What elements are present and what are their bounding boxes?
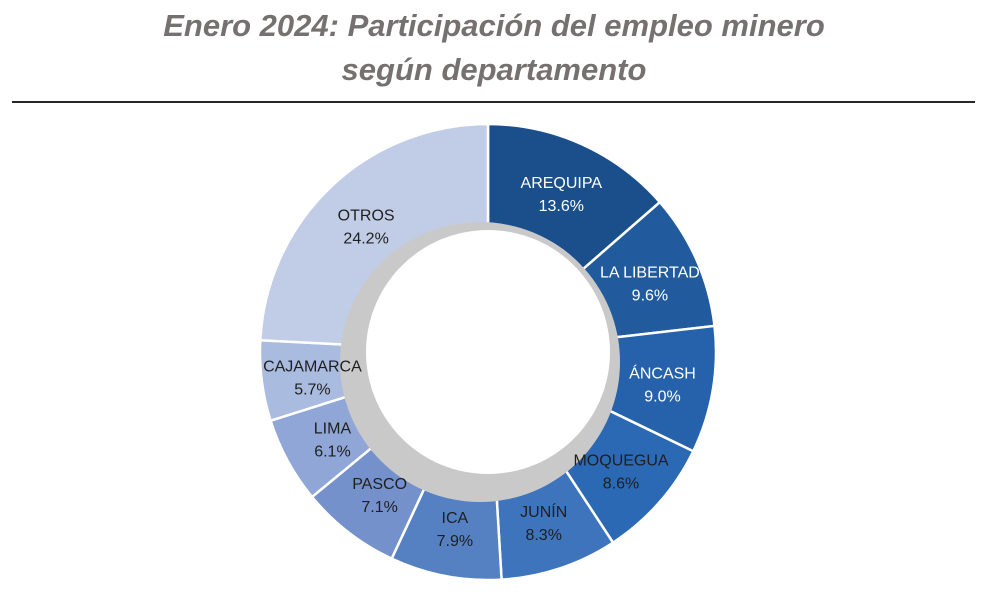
slice-label-cajamarca: CAJAMARCA xyxy=(263,358,362,375)
slice-label-ica: ICA xyxy=(442,510,469,527)
donut-labels: AREQUIPA 13.6% LA LIBERTAD 9.6% ÁNCASH 9.0% MO… xyxy=(263,175,700,550)
slice-value-cajamarca: 5.7% xyxy=(294,381,330,398)
chart-title-line-2: según departamento xyxy=(341,52,647,87)
slice-value-la-libertad: 9.6% xyxy=(632,287,668,304)
slice-value-ica: 7.9% xyxy=(437,533,473,550)
slice-value-otros: 24.2% xyxy=(343,231,388,248)
chart-title-line-1: Enero 2024: Participación del empleo min… xyxy=(163,8,825,43)
slice-value-junin: 8.3% xyxy=(525,527,561,544)
slice-label-arequipa: AREQUIPA xyxy=(521,175,603,192)
slice-label-ancash: ÁNCASH xyxy=(629,364,696,383)
slice-value-arequipa: 13.6% xyxy=(539,198,584,215)
donut-hole xyxy=(366,230,610,474)
slice-label-pasco: PASCO xyxy=(352,476,407,493)
slice-label-moquegua: MOQUEGUA xyxy=(573,453,668,470)
slice-value-moquegua: 8.6% xyxy=(603,476,639,493)
slice-label-junin: JUNÍN xyxy=(520,502,567,521)
slice-value-lima: 6.1% xyxy=(314,443,350,460)
slice-label-la-libertad: LA LIBERTAD xyxy=(600,264,700,281)
title-divider xyxy=(12,101,975,103)
slice-label-lima: LIMA xyxy=(314,420,352,437)
slice-value-pasco: 7.1% xyxy=(361,499,397,516)
slice-value-ancash: 9.0% xyxy=(644,389,680,406)
slice-label-otros: OTROS xyxy=(338,208,395,225)
chart-title: Enero 2024: Participación del empleo min… xyxy=(0,4,988,92)
